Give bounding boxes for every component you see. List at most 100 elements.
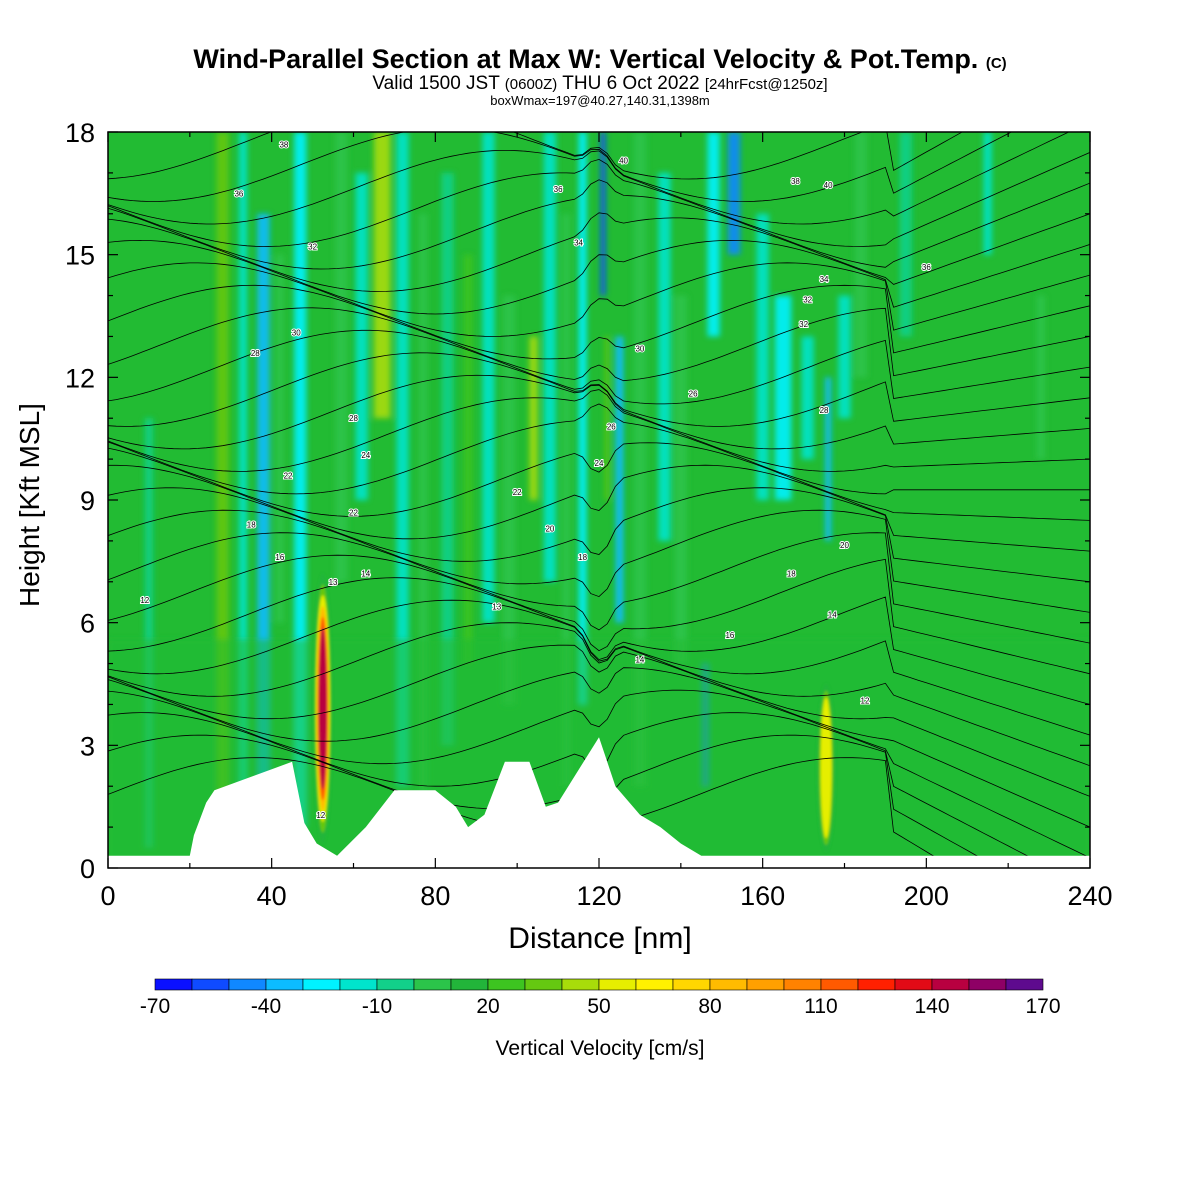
- colorbar-tick-label: -40: [251, 995, 281, 1018]
- colorbar-tick-label: 20: [476, 995, 499, 1018]
- x-tick-label: 160: [740, 881, 785, 911]
- colorbar-swatch: [783, 978, 822, 991]
- colorbar-tick-label: 140: [914, 995, 949, 1018]
- theta-contour-line: [108, 403, 1090, 495]
- y-tick-label: 0: [80, 854, 95, 884]
- colorbar-swatch: [191, 978, 230, 991]
- theta-contour-line: [108, 509, 1090, 613]
- theta-contour-label: 40: [824, 181, 833, 190]
- y-tick-label: 12: [65, 363, 95, 393]
- theta-contour-line: [108, 464, 1090, 552]
- theta-contour-label: 20: [545, 525, 554, 534]
- theta-contour-label: 28: [349, 414, 358, 423]
- colorbar-swatch: [820, 978, 859, 991]
- theta-contour-label: 16: [275, 553, 284, 562]
- x-tick-label: 200: [904, 881, 949, 911]
- theta-contour-line: [108, 152, 1090, 247]
- colorbar-swatch: [598, 978, 637, 991]
- y-tick-label: 15: [65, 241, 95, 271]
- y-tick-label: 9: [80, 486, 95, 516]
- theta-contour-line: [108, 374, 1090, 450]
- colorbar-swatch: [635, 978, 674, 991]
- updraft-column-2-level: [820, 697, 832, 839]
- theta-contour-label: 22: [284, 471, 293, 480]
- theta-contour-line: [108, 389, 1090, 472]
- colorbar-tick-label: -70: [140, 995, 170, 1018]
- forecast-info: [24hrFcst@1250z]: [704, 76, 828, 93]
- theta-contour-label: 18: [787, 570, 796, 579]
- theta-contour-line: [108, 667, 1090, 828]
- y-tick-label: 18: [65, 118, 95, 148]
- theta-contour-label: 22: [513, 488, 522, 497]
- y-tick-label: 6: [80, 609, 95, 639]
- theta-contour-line: [108, 132, 1013, 202]
- chart-subtitle: Valid 1500 JST (0600Z) THU 6 Oct 2022 [2…: [0, 73, 1200, 95]
- y-axis-label: Height [Kft MSL]: [14, 403, 45, 607]
- theta-contour-label: 28: [251, 349, 260, 358]
- theta-contour-label: 13: [492, 602, 501, 611]
- colorbar-swatch: [450, 978, 489, 991]
- colorbar-swatch: [857, 978, 896, 991]
- x-tick-label: 80: [420, 881, 450, 911]
- theta-contour-label: 36: [234, 189, 243, 198]
- theta-contour-label: 24: [361, 451, 370, 460]
- theta-contour-line: [108, 179, 1090, 270]
- colorbar-swatch: [376, 978, 415, 991]
- theta-contour-label: 30: [292, 328, 301, 337]
- theta-contour-line: [108, 689, 1090, 859]
- theta-contour-label: 34: [820, 275, 829, 284]
- theta-contour-label: 14: [828, 610, 837, 619]
- colorbar-tick-label: 110: [804, 995, 837, 1018]
- chart-title: Wind-Parallel Section at Max W: Vertical…: [0, 44, 1200, 75]
- x-tick-label: 120: [576, 881, 621, 911]
- theta-contour-label: 38: [279, 140, 288, 149]
- updraft-columns: [313, 573, 836, 852]
- theta-contour-label: 26: [689, 390, 698, 399]
- theta-contour-line: [108, 307, 1090, 382]
- theta-contour-label: 22: [349, 508, 358, 517]
- theta-contour-label: 20: [840, 541, 849, 550]
- box-max-info: boxWmax=197@40.27,140.31,1398m: [490, 93, 710, 108]
- chart-title-text: Wind-Parallel Section at Max W: Vertical…: [193, 44, 979, 74]
- copyright-mark: (C): [985, 55, 1007, 72]
- theta-contour-label: 12: [861, 696, 870, 705]
- theta-contour-label: 32: [308, 242, 317, 251]
- colorbar-swatch: [524, 978, 563, 991]
- colorbar-swatch: [709, 978, 748, 991]
- colorbar: -70 -40 -10 20 50 80 110 140 170: [140, 978, 1061, 1018]
- updraft-column-1-level: [318, 627, 327, 790]
- colorbar-swatch: [1005, 978, 1044, 991]
- theta-contour-label: 16: [725, 631, 734, 640]
- theta-contour-line: [108, 212, 1090, 292]
- terrain-mask: [108, 737, 1090, 868]
- colorbar-tick-label: 170: [1025, 995, 1060, 1018]
- theta-contour-line: [108, 352, 1090, 427]
- colorbar-swatch: [487, 978, 526, 991]
- theta-contour-label: 36: [554, 185, 563, 194]
- valid-date: THU 6 Oct 2022: [562, 73, 700, 94]
- theta-contour-label: 36: [922, 263, 931, 272]
- theta-contour-line: [108, 554, 1090, 675]
- colorbar-label: Vertical Velocity [cm/s]: [495, 1037, 705, 1060]
- theta-contour-label: 40: [619, 157, 628, 166]
- colorbar-tick-label: -10: [362, 995, 392, 1018]
- theta-contour-label: 12: [140, 596, 149, 605]
- colorbar-tick-label: 80: [698, 995, 721, 1018]
- colorbar-swatch: [894, 978, 933, 991]
- y-axis: 0 36 9 12 15 18: [65, 118, 1090, 884]
- theta-contours: 12 12 12 13 13 14 14 14 16 16 18 18 18 20 20 22 22 22 24 24…: [108, 132, 1090, 868]
- terrain: [108, 737, 1090, 868]
- theta-contour-label: 13: [329, 578, 338, 587]
- theta-contour-label: 24: [595, 459, 604, 468]
- x-tick-label: 0: [100, 881, 115, 911]
- theta-contour-line: [108, 532, 1090, 644]
- colorbar-swatch: [968, 978, 1007, 991]
- theta-contour-label: 38: [791, 177, 800, 186]
- theta-contour-line: [108, 239, 1090, 315]
- valid-time: Valid 1500 JST: [372, 73, 500, 94]
- colorbar-swatch: [413, 978, 452, 991]
- theta-contour-label: 34: [574, 238, 583, 247]
- colorbar-swatch: [672, 978, 711, 991]
- colorbar-swatch: [154, 978, 193, 991]
